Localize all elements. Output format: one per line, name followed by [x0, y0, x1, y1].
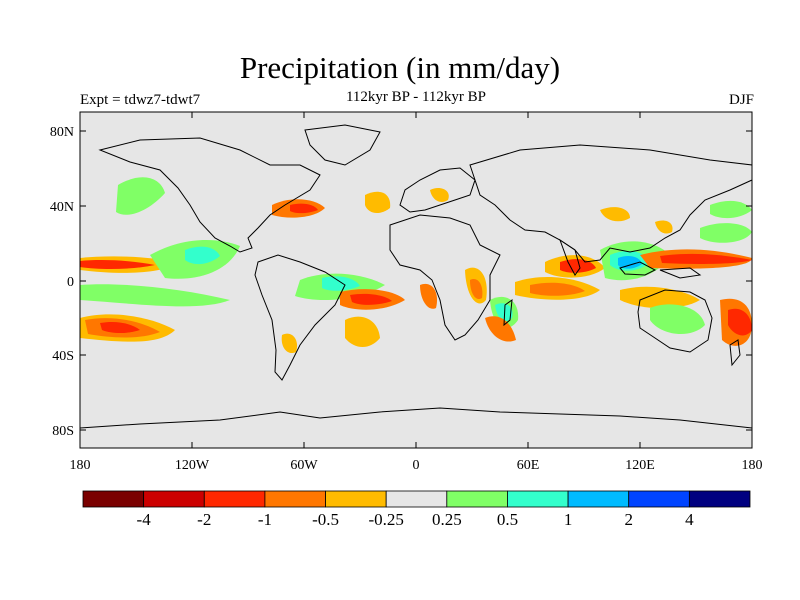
coastlines — [79, 124, 753, 429]
map-background — [80, 112, 752, 448]
colorbar-label: 0.25 — [432, 510, 462, 529]
lat-label: 40S — [52, 349, 74, 364]
period-label: 112kyr BP - 112kyr BP — [345, 89, 486, 105]
colorbar-label: -2 — [197, 510, 211, 529]
colorbar-swatch — [385, 490, 448, 508]
lon-axis: 180 120W 60W 0 60E 120E 180 — [70, 112, 763, 473]
experiment-label: Expt = tdwz7-tdwt7 — [80, 92, 201, 108]
colorbar-label: -4 — [137, 510, 152, 529]
colorbar-label: 2 — [624, 510, 633, 529]
colorbar-swatch — [325, 490, 387, 508]
colorbar-label: -0.5 — [312, 510, 339, 529]
lon-label: 180 — [742, 458, 763, 473]
colorbar-swatch — [203, 490, 266, 508]
lon-label: 60W — [290, 458, 318, 473]
colorbar-label: -1 — [258, 510, 272, 529]
map-title: Precipitation (in mm/day) — [239, 50, 561, 85]
lon-label: 60E — [517, 458, 540, 473]
colorbar-swatch — [82, 490, 145, 508]
colorbar: -4 -2 -1 -0.5 -0.25 0.25 0.5 1 2 4 — [82, 490, 751, 529]
lat-label: 40N — [50, 200, 74, 215]
lat-label: 80S — [52, 424, 74, 439]
colorbar-label: -0.25 — [368, 510, 403, 529]
colorbar-swatch — [688, 490, 751, 508]
colorbar-label: 0.5 — [497, 510, 518, 529]
lon-label: 120W — [175, 458, 210, 473]
lat-label: 80N — [50, 125, 74, 140]
colorbar-label: 1 — [564, 510, 573, 529]
lon-label: 120E — [625, 458, 655, 473]
colorbar-swatch — [446, 490, 508, 508]
precip-anomaly-fields — [80, 177, 752, 354]
colorbar-label: 4 — [685, 510, 694, 529]
colorbar-swatch — [507, 490, 569, 508]
colorbar-swatch — [264, 490, 326, 508]
season-label: DJF — [728, 92, 754, 108]
lon-label: 180 — [70, 458, 91, 473]
lat-axis: 80N 40N 0 40S 80S — [50, 125, 752, 439]
lon-label: 0 — [413, 458, 420, 473]
colorbar-swatch — [628, 490, 690, 508]
colorbar-swatch — [567, 490, 630, 508]
lat-label: 0 — [67, 275, 74, 290]
colorbar-swatch — [143, 490, 205, 508]
